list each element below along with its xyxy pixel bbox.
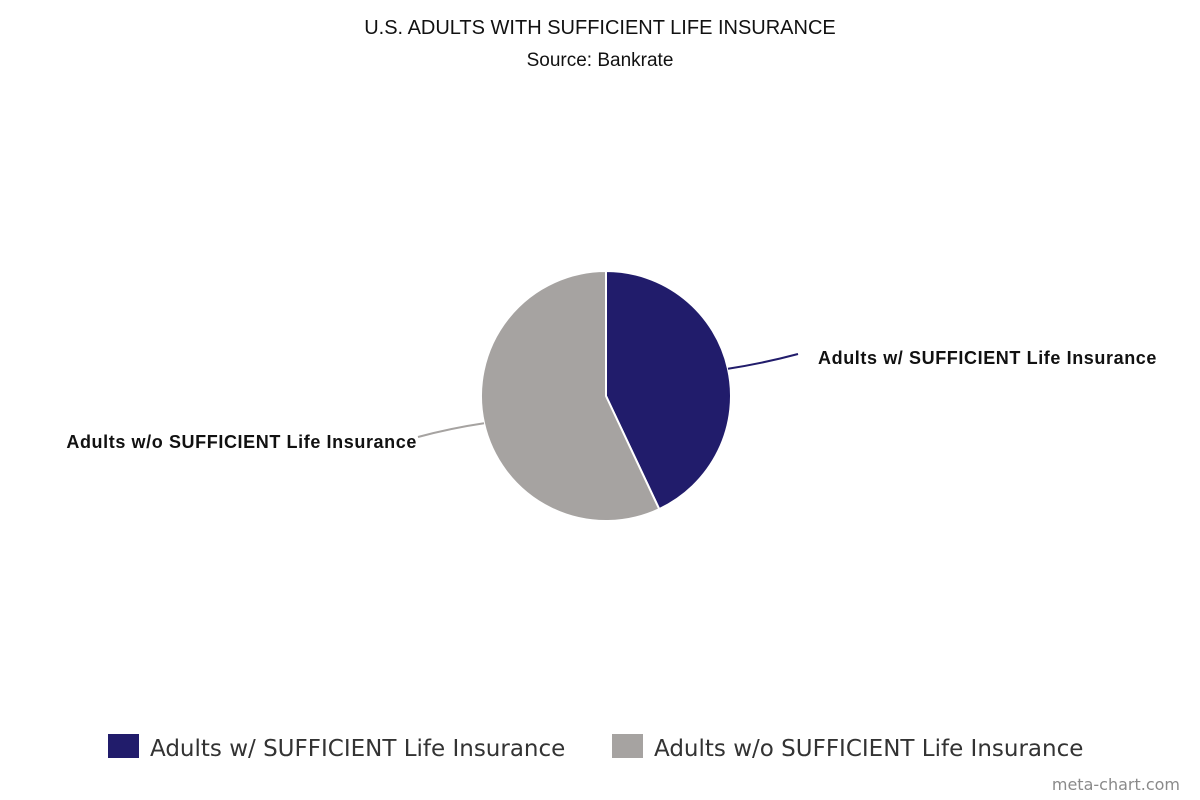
legend-swatch-with-insurance: [108, 734, 139, 758]
slice-label-with-insurance: Adults w/ SUFFICIENT Life Insurance: [818, 348, 1157, 368]
legend-label-without-insurance: Adults w/o SUFFICIENT Life Insurance: [654, 736, 1083, 762]
slice-label-without-insurance: Adults w/o SUFFICIENT Life Insurance: [66, 432, 417, 452]
leader-line-with-insurance: [727, 353, 799, 370]
legend-label-with-insurance: Adults w/ SUFFICIENT Life Insurance: [150, 736, 565, 762]
pie-slice-without-insurance: [480, 269, 661, 522]
leader-line-without-insurance: [417, 422, 485, 438]
pie-slices: [480, 269, 732, 522]
leader-lines: [417, 353, 799, 438]
pie-slice-with-insurance: [605, 269, 732, 511]
legend-swatch-without-insurance: [612, 734, 643, 758]
chart-subtitle: Source: Bankrate: [527, 50, 674, 71]
chart-title: U.S. ADULTS WITH SUFFICIENT LIFE INSURAN…: [364, 17, 836, 39]
legend: Adults w/ SUFFICIENT Life Insurance Adul…: [108, 734, 1083, 762]
watermark: meta-chart.com: [1052, 775, 1180, 794]
